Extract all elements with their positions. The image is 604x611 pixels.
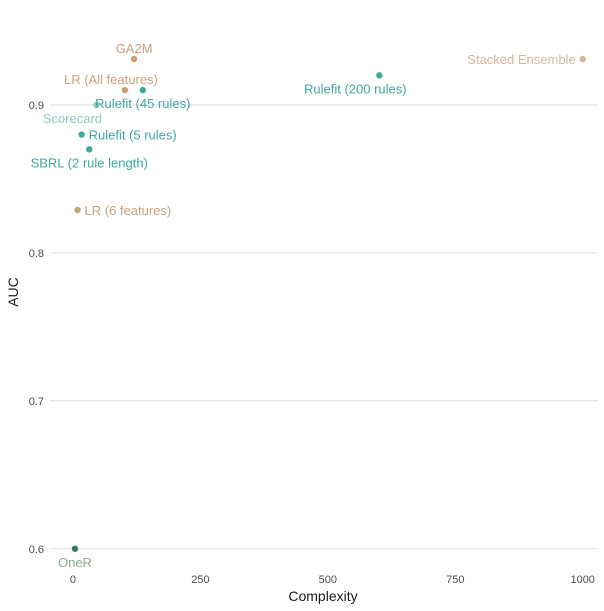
point-label: Rulefit (5 rules) [89, 128, 177, 143]
data-point [71, 545, 79, 552]
data-point [74, 206, 81, 214]
data-point [93, 101, 100, 109]
x-tick-label: 750 [446, 574, 464, 586]
point-label: Scorecard [43, 111, 102, 126]
y-axis-title: AUC [5, 277, 21, 307]
y-tick-label: 0.6 [29, 544, 44, 556]
point-label: Rulefit (45 rules) [95, 96, 190, 111]
point-label: Stacked Ensemble [467, 52, 575, 67]
point-label: GA2M [116, 41, 153, 56]
y-tick-label: 0.8 [29, 248, 44, 260]
data-point [130, 55, 138, 63]
tick-labels: 0.6 0.7 0.8 0.9 0 250 500 750 1000 [29, 100, 595, 586]
y-tick-label: 0.7 [29, 396, 44, 408]
x-tick-label: 1000 [570, 574, 594, 586]
x-tick-label: 250 [191, 574, 209, 586]
point-label: LR (All features) [64, 72, 158, 87]
point-label: SBRL (2 rule length) [31, 155, 148, 170]
data-point [376, 72, 383, 79]
point-label: LR (6 features) [85, 203, 172, 218]
x-tick-label: 500 [319, 574, 337, 586]
data-point [121, 86, 129, 94]
data-point [86, 146, 93, 153]
data-points [71, 55, 586, 552]
y-tick-label: 0.9 [29, 100, 44, 112]
x-tick-label: 0 [70, 574, 76, 586]
point-label: OneR [58, 555, 92, 570]
x-axis-title: Complexity [288, 588, 357, 604]
data-point [139, 86, 146, 94]
data-point [579, 55, 586, 63]
point-label: Rulefit (200 rules) [304, 81, 407, 96]
data-point [78, 131, 85, 138]
gridlines [50, 104, 598, 550]
